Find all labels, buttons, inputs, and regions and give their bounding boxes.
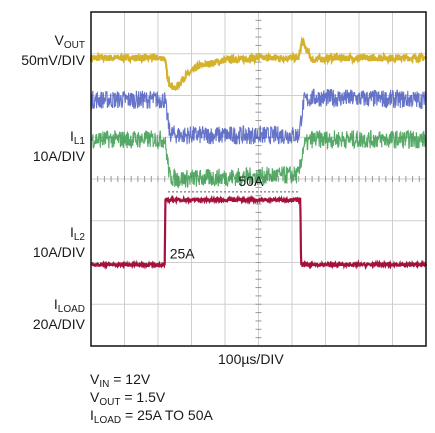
scope-frame: [90, 11, 427, 347]
trace-il2: [90, 129, 427, 189]
annotation-25a: 25A: [170, 246, 196, 262]
trace-iload: [90, 194, 428, 271]
condition-vout: VOUT = 1.5V: [90, 389, 166, 408]
x-axis-label: 100µs/DIV: [218, 351, 284, 367]
scope-traces: [89, 36, 428, 271]
channel-label-il2: IL2 10A/DIV: [32, 224, 85, 260]
channel-label-vout: VOUT 50mV/DIV: [21, 32, 85, 68]
trace-vout: [89, 36, 428, 92]
trace-il1: [90, 88, 427, 145]
annotation-50a: 50A: [238, 173, 264, 189]
condition-iload: ILOAD = 25A TO 50A: [90, 407, 213, 426]
channel-label-iload: ILOAD 20A/DIV: [32, 296, 85, 332]
channel-label-il1: IL1 10A/DIV: [32, 128, 85, 164]
condition-vin: VIN = 12V: [90, 371, 151, 390]
